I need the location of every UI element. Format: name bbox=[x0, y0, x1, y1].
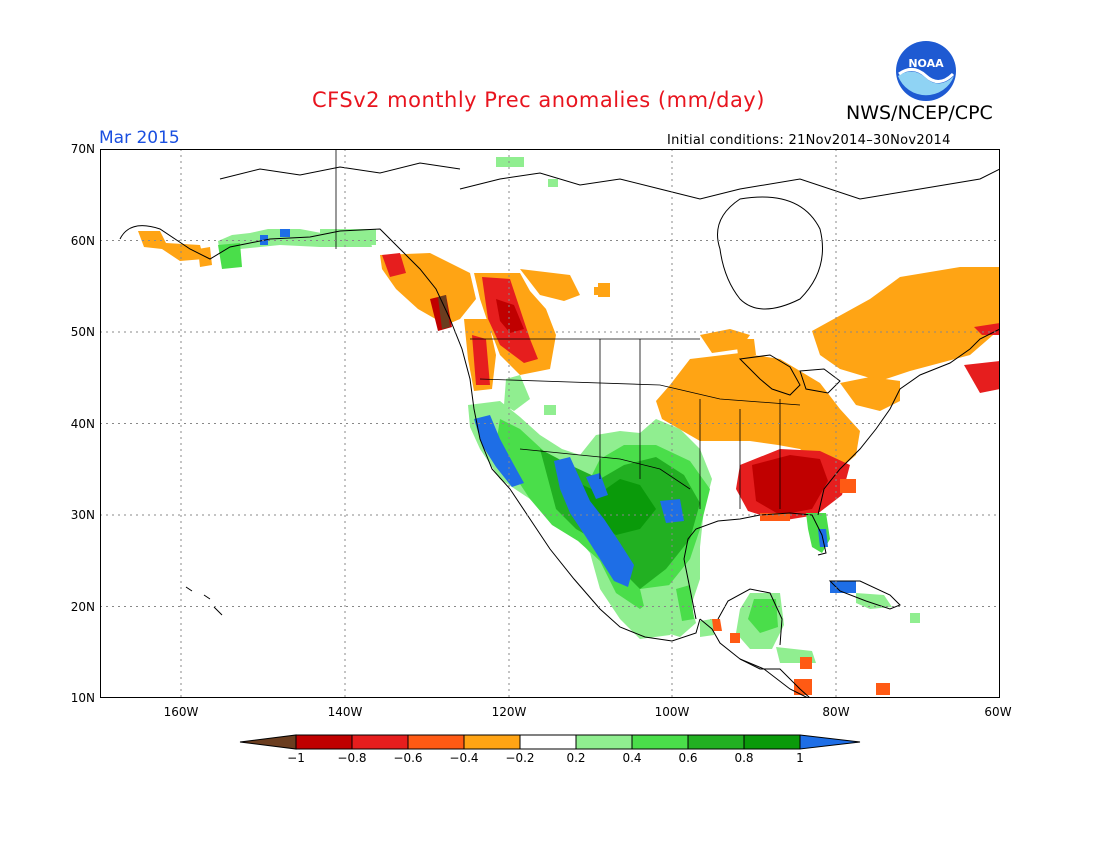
coastline bbox=[459, 168, 1000, 200]
anomaly-region bbox=[812, 267, 1000, 381]
lat-tick-label: 40N bbox=[70, 416, 95, 431]
lon-tick-label: 80W bbox=[822, 705, 850, 719]
colorbar-bin bbox=[687, 734, 745, 750]
coastline bbox=[817, 328, 1000, 516]
coastline bbox=[828, 580, 901, 610]
period-label: Mar 2015 bbox=[99, 128, 180, 148]
anomaly-region bbox=[752, 455, 828, 515]
anomaly-region bbox=[730, 633, 740, 643]
lat-tick-label: 50N bbox=[70, 325, 95, 339]
anomaly-region bbox=[840, 377, 900, 411]
lon-tick-label: 100W bbox=[654, 705, 690, 719]
colorbar-tick-label: 0.4 bbox=[622, 751, 642, 765]
chart-title: CFSv2 monthly Prec anomalies (mm/day) bbox=[312, 88, 765, 112]
coastline bbox=[738, 354, 801, 396]
coastline bbox=[717, 196, 823, 310]
anomaly-region bbox=[570, 479, 656, 535]
colorbar-bin bbox=[575, 734, 633, 750]
graticule-layer bbox=[100, 149, 1000, 698]
lat-tick-label: 30N bbox=[70, 508, 95, 522]
coastline bbox=[185, 586, 223, 616]
logo-text: NOAA bbox=[908, 57, 944, 70]
anomaly-region bbox=[520, 269, 580, 301]
colorbar-tick-label: 1 bbox=[796, 751, 804, 765]
precip-anomaly-map bbox=[100, 149, 1000, 698]
anomaly-region bbox=[218, 243, 242, 269]
anomaly-region bbox=[736, 339, 756, 355]
anomaly-region bbox=[676, 585, 694, 621]
anomaly-region bbox=[382, 253, 406, 277]
init-conditions-label: Initial conditions: 21Nov2014–30Nov2014 bbox=[667, 133, 951, 148]
agency-label: NWS/NCEP/CPC bbox=[846, 102, 993, 124]
coastline bbox=[119, 225, 701, 642]
anomaly-fill-layer bbox=[138, 157, 1000, 695]
anomaly-region bbox=[472, 335, 490, 385]
lon-tick-label: 120W bbox=[491, 705, 527, 719]
lon-tick-label: 140W bbox=[327, 705, 363, 719]
anomaly-region bbox=[700, 619, 714, 637]
anomaly-region bbox=[594, 287, 608, 295]
colorbar bbox=[239, 734, 861, 750]
colorbar-tick-label: −0.4 bbox=[449, 751, 479, 765]
anomaly-region bbox=[876, 683, 890, 695]
anomaly-region bbox=[554, 457, 634, 587]
political-border bbox=[479, 378, 801, 406]
colorbar-bin bbox=[743, 734, 801, 750]
anomaly-region bbox=[964, 361, 1000, 393]
anomaly-region bbox=[800, 657, 812, 669]
colorbar-bin bbox=[463, 734, 521, 750]
anomaly-region bbox=[496, 299, 524, 333]
anomaly-region bbox=[138, 231, 204, 261]
anomaly-region bbox=[544, 405, 556, 415]
anomaly-region bbox=[504, 375, 530, 411]
map-border bbox=[100, 149, 1000, 698]
anomaly-region bbox=[496, 157, 524, 167]
colorbar-low-arrow bbox=[239, 734, 297, 750]
coastline bbox=[799, 368, 841, 394]
lat-tick-label: 60N bbox=[70, 233, 95, 248]
colorbar-bin bbox=[351, 734, 409, 750]
colorbar-tick-label: 0.8 bbox=[734, 751, 754, 765]
colorbar-bin bbox=[631, 734, 689, 750]
colorbar-tick-label: 0.6 bbox=[678, 751, 698, 765]
anomaly-region bbox=[840, 479, 856, 493]
colorbar-tick-label: −0.8 bbox=[337, 751, 367, 765]
lat-tick-label: 70N bbox=[70, 142, 95, 156]
coastline-layer bbox=[119, 149, 1000, 698]
coastline bbox=[683, 512, 827, 620]
anomaly-region bbox=[280, 229, 290, 237]
colorbar-tick-label: −0.2 bbox=[505, 751, 535, 765]
colorbar-high-arrow bbox=[799, 734, 861, 750]
coastline bbox=[219, 162, 461, 180]
anomaly-region bbox=[586, 473, 608, 499]
colorbar-tick-label: −0.6 bbox=[393, 751, 423, 765]
colorbar-tick-label: 0.2 bbox=[566, 751, 586, 765]
noaa-logo-icon: NOAA bbox=[896, 41, 956, 101]
lat-tick-label: 20N bbox=[70, 599, 95, 614]
anomaly-region bbox=[218, 229, 372, 253]
colorbar-tick-label: −1 bbox=[287, 751, 305, 765]
anomaly-region bbox=[748, 599, 778, 633]
lon-tick-label: 160W bbox=[163, 705, 199, 719]
anomaly-region bbox=[856, 593, 892, 609]
anomaly-region bbox=[794, 679, 812, 695]
colorbar-bin bbox=[295, 734, 353, 750]
anomaly-region bbox=[474, 415, 524, 487]
anomaly-region bbox=[320, 229, 376, 245]
anomaly-region bbox=[910, 613, 920, 623]
lon-tick-label: 60W bbox=[984, 705, 1012, 719]
colorbar-bin bbox=[407, 734, 465, 750]
anomaly-region bbox=[438, 295, 450, 329]
coastline bbox=[717, 588, 783, 646]
anomaly-region bbox=[830, 581, 856, 593]
anomaly-region bbox=[656, 353, 860, 469]
lat-tick-label: 10N bbox=[70, 691, 95, 705]
coastline bbox=[739, 658, 811, 698]
colorbar-bin bbox=[519, 734, 577, 750]
anomaly-region bbox=[548, 179, 558, 187]
